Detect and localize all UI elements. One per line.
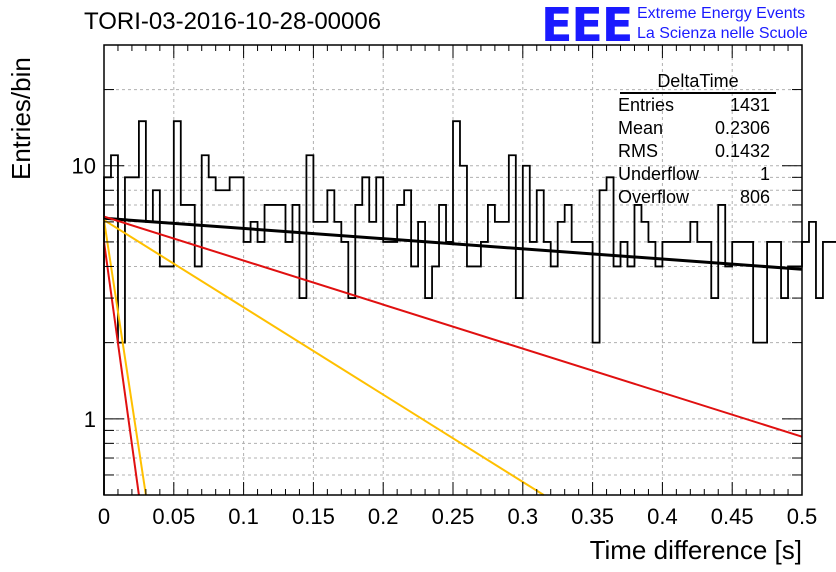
y-axis-label: Entries/bin bbox=[6, 57, 36, 180]
stats-value: 0.2306 bbox=[714, 118, 770, 138]
stats-value: 1 bbox=[759, 164, 770, 184]
stats-value: 806 bbox=[739, 187, 770, 207]
y-tick-label: 1 bbox=[84, 407, 96, 432]
x-tick-label: 0.45 bbox=[711, 504, 754, 529]
logo-caption: Extreme Energy Events La Scienza nelle S… bbox=[637, 4, 808, 44]
stats-box: DeltaTime Entries 1431 Mean 0.2306 RMS 0.1432… bbox=[612, 70, 776, 209]
x-tick-label: 0 bbox=[98, 504, 110, 529]
x-tick-label: 0.2 bbox=[368, 504, 399, 529]
fit-curve-yellow bbox=[103, 219, 545, 496]
stats-label: Mean bbox=[618, 118, 664, 138]
stats-row: Entries 1431 bbox=[612, 94, 776, 117]
x-tick-label: 0.05 bbox=[152, 504, 195, 529]
x-tick-label: 0.35 bbox=[571, 504, 614, 529]
eee-logo: EEE bbox=[541, 0, 633, 52]
x-tick-label: 0.5 bbox=[787, 504, 818, 529]
x-tick-label: 0.1 bbox=[228, 504, 259, 529]
chart-title: TORI-03-2016-10-28-00006 bbox=[84, 8, 382, 35]
stats-row: RMS 0.1432 bbox=[612, 140, 776, 163]
fit-curve-red bbox=[103, 215, 803, 438]
histogram bbox=[103, 120, 836, 495]
y-axis: 1 10 bbox=[72, 44, 802, 476]
x-axis: 0 0.05 0.1 0.15 0.2 0.25 0.3 0.35 0.4 0.45 0.5 bbox=[98, 45, 817, 529]
stats-row: Overflow 806 bbox=[612, 186, 776, 209]
x-axis-label: Time difference [s] bbox=[589, 535, 802, 565]
stats-row: Mean 0.2306 bbox=[612, 117, 776, 140]
stats-value: 0.1432 bbox=[714, 141, 770, 161]
stats-label: Underflow bbox=[618, 164, 700, 184]
stats-row: Underflow 1 bbox=[612, 163, 776, 186]
stats-label: Overflow bbox=[618, 187, 690, 207]
stats-value: 1431 bbox=[729, 95, 770, 115]
logo-line-1: Extreme Energy Events bbox=[637, 5, 806, 22]
fit-curve-red bbox=[103, 241, 140, 496]
logo-line-2: La Scienza nelle Scuole bbox=[637, 25, 808, 42]
x-tick-label: 0.25 bbox=[432, 504, 475, 529]
fit-curve-black bbox=[103, 216, 803, 271]
stats-label: RMS bbox=[618, 141, 658, 161]
stats-label: Entries bbox=[618, 95, 675, 115]
stats-title: DeltaTime bbox=[620, 70, 776, 94]
x-tick-label: 0.3 bbox=[508, 504, 539, 529]
x-tick-label: 0.15 bbox=[292, 504, 335, 529]
x-tick-label: 0.4 bbox=[647, 504, 678, 529]
fit-curve-yellow bbox=[103, 219, 147, 496]
y-tick-label: 10 bbox=[72, 154, 96, 179]
histogram-outline bbox=[103, 120, 836, 495]
fit-curves bbox=[103, 215, 803, 496]
